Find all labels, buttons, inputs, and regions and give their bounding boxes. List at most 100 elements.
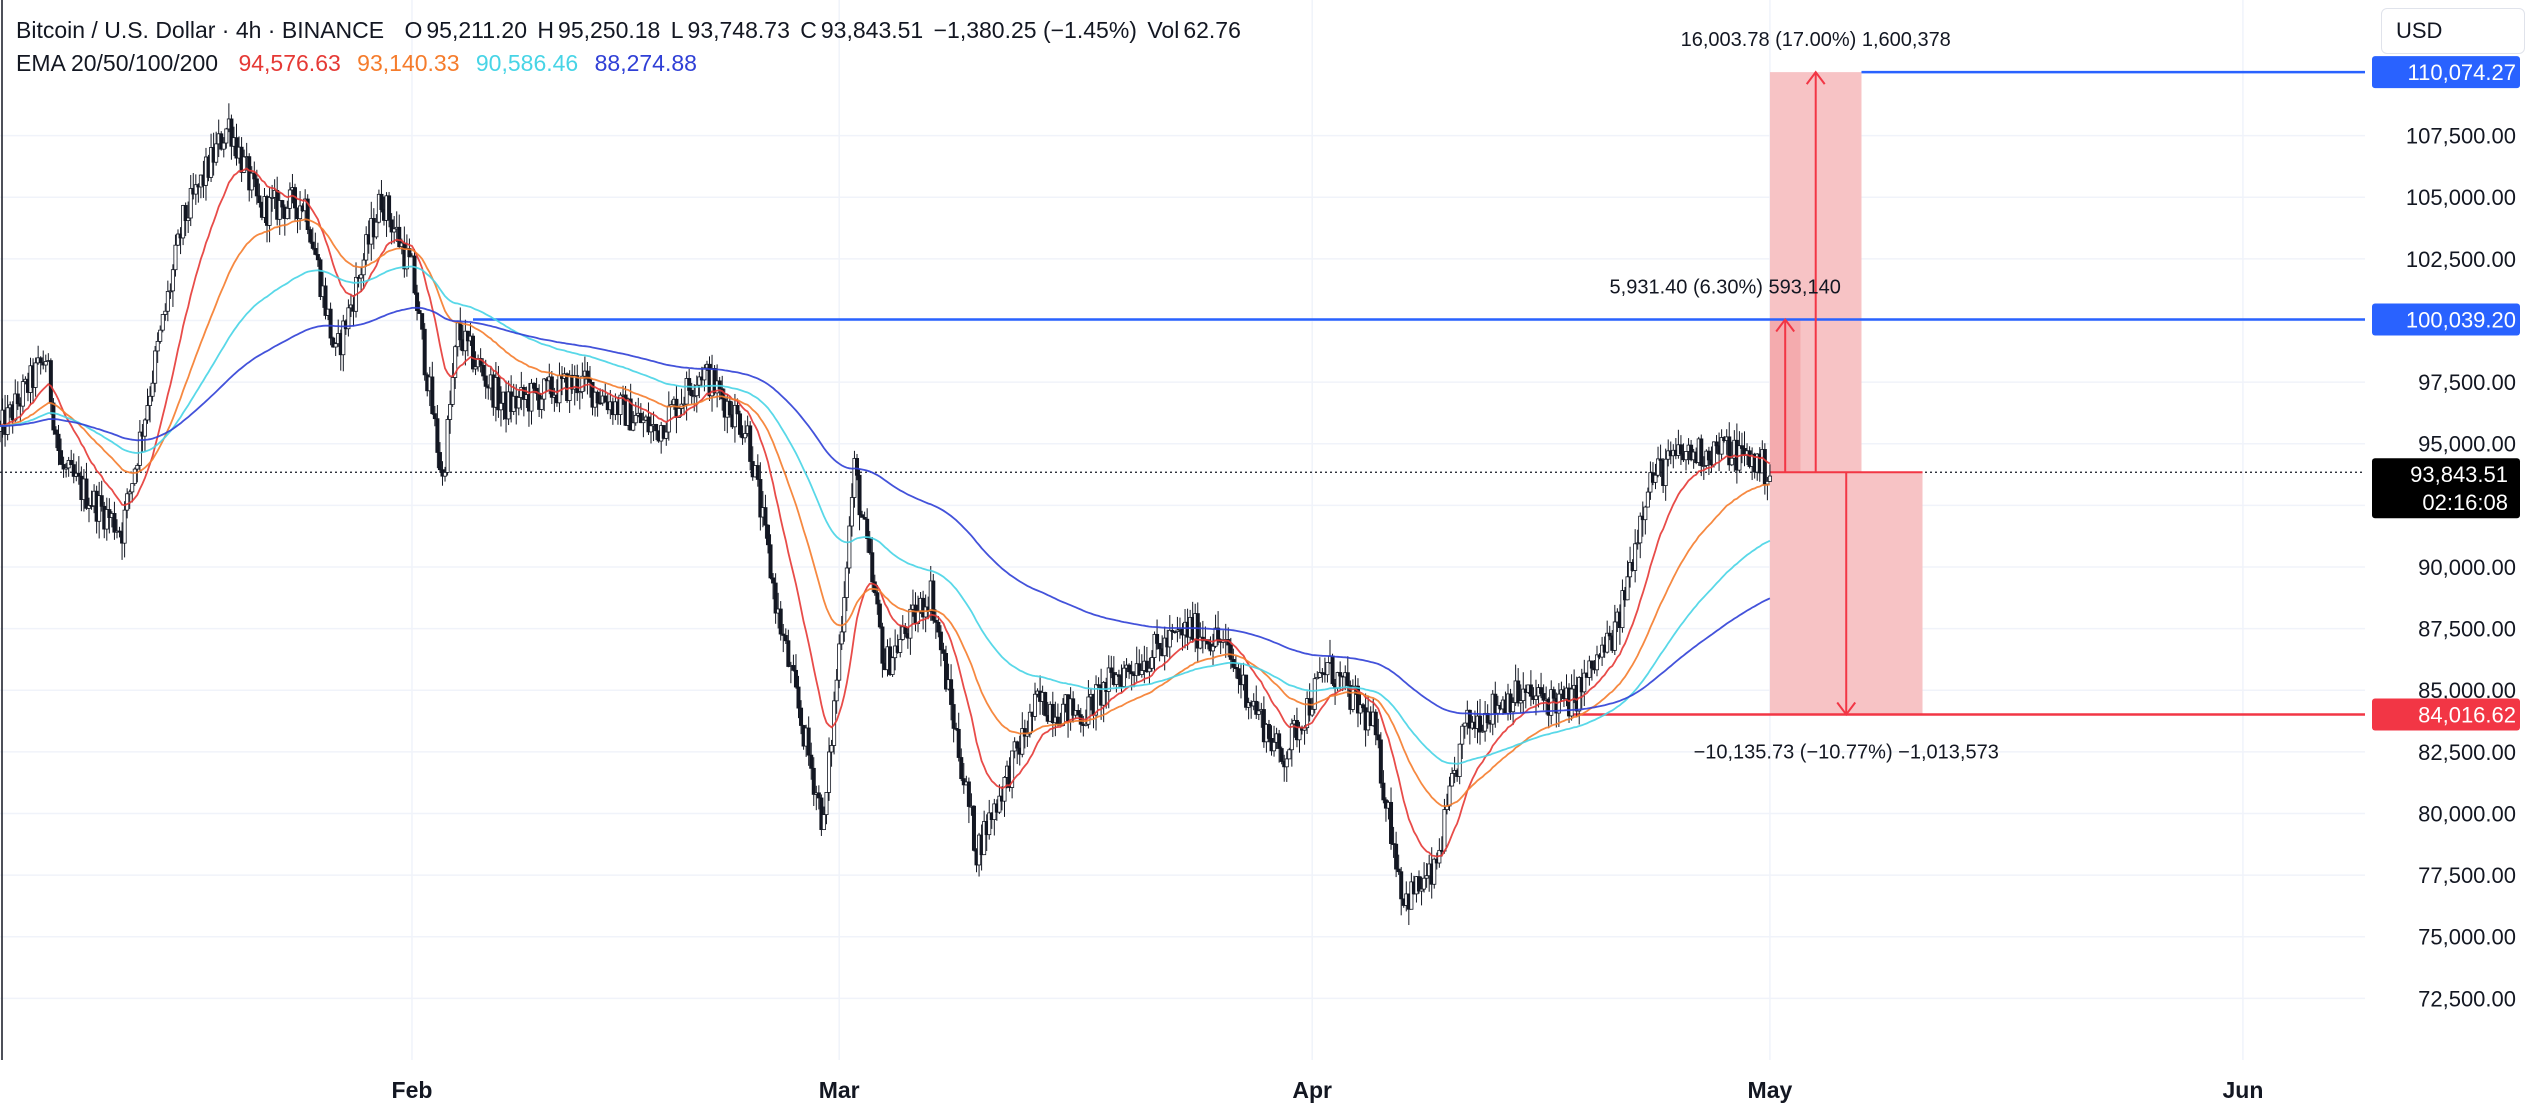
candle-body [1170, 629, 1175, 632]
candle-body [1539, 687, 1544, 694]
candle-body [387, 195, 392, 221]
candle-body [1607, 632, 1612, 637]
candle-body [682, 403, 687, 406]
ema-line [0, 265, 1771, 765]
currency-button[interactable]: USD [2381, 8, 2525, 54]
price-tick-label: 87,500.00 [2418, 617, 2516, 642]
candle-body [1378, 739, 1383, 784]
candle-body [56, 433, 61, 451]
candle-body [933, 619, 938, 623]
price-tick-label: 107,500.00 [2406, 124, 2516, 149]
candle-body [1127, 664, 1132, 673]
candle-body [844, 567, 849, 598]
candle-body [1409, 881, 1414, 910]
candle-body [694, 384, 699, 397]
candle-body [153, 350, 158, 384]
candle-body [595, 391, 600, 404]
candle-body [717, 380, 722, 390]
candle-body [1765, 480, 1770, 485]
measurement-arrows: 16,003.78 (17.00%) 1,600,378 5,931.40 (6.… [1610, 29, 1999, 763]
candle-body [53, 429, 58, 435]
candle-body [529, 382, 534, 412]
candle-body [1284, 758, 1289, 768]
candle-body [328, 308, 333, 339]
candle-body [170, 269, 175, 292]
candle-body [323, 285, 328, 316]
candle-body [1147, 667, 1152, 673]
candle-body [1010, 750, 1015, 788]
candle-body [160, 314, 165, 331]
candle-body [1277, 733, 1282, 749]
candle-body [1172, 631, 1177, 633]
candle-body [1551, 689, 1556, 699]
candle-body [748, 425, 753, 462]
candle-body [941, 649, 946, 654]
candle-body [148, 395, 153, 406]
candle-body [1050, 703, 1055, 724]
candle-body [112, 513, 117, 533]
candle-body [214, 143, 219, 163]
candle-body [420, 313, 425, 330]
candle-body [20, 381, 25, 407]
candle-body [287, 189, 292, 209]
ema-indicator-label[interactable]: EMA 20/50/100/200 [16, 50, 219, 76]
candle-body [450, 377, 455, 405]
candle-body [1152, 633, 1157, 658]
candle-body [145, 405, 150, 421]
candle-body [1345, 672, 1350, 686]
candle-body [48, 360, 53, 404]
candle-body [1139, 670, 1144, 675]
ema-lines [0, 167, 1771, 858]
candle-body [1289, 723, 1294, 751]
candle-body [168, 290, 173, 293]
candle-body [1577, 677, 1582, 712]
close-label: C [800, 17, 817, 43]
candle-body [61, 464, 66, 470]
candle-body [1635, 542, 1640, 545]
candle-body [1480, 730, 1485, 733]
price-axis[interactable]: 72,500.00 75,000.00 77,500.00 80,000.00 82,5… [2372, 56, 2520, 1011]
candle-body [1312, 678, 1317, 710]
candle-body [743, 433, 748, 439]
candle-body [1643, 506, 1648, 521]
candle-body [834, 679, 839, 702]
candle-body [1195, 613, 1200, 649]
candle-body [1244, 674, 1249, 708]
candle-body [1541, 693, 1546, 701]
volume-value: 62.76 [1183, 17, 1241, 43]
candle-body [664, 431, 669, 439]
candle-body [1442, 809, 1447, 852]
candle-body [186, 217, 191, 221]
time-tick-label: Apr [1292, 1077, 1332, 1103]
candle-body [84, 478, 89, 509]
candle-body [1228, 644, 1233, 660]
candle-body [735, 404, 740, 415]
candle-body [1144, 660, 1149, 673]
candle-body [987, 812, 992, 836]
price-tick-label: 80,000.00 [2418, 801, 2516, 826]
candle-body [781, 633, 786, 636]
candle-body [298, 205, 303, 220]
candle-body [221, 142, 226, 150]
candle-body [829, 745, 834, 753]
candle-body [542, 378, 547, 400]
candle-body [1478, 715, 1483, 733]
measure-label: −10,135.73 (−10.77%) −1,013,573 [1694, 741, 1999, 763]
candle-body [1737, 445, 1742, 471]
candle-body [242, 156, 247, 173]
candle-body [1389, 801, 1394, 844]
time-axis[interactable]: Feb Mar Apr May Jun [392, 1077, 2264, 1103]
candle-body [1175, 629, 1180, 632]
candle-body [193, 184, 198, 195]
candle-body [1511, 702, 1516, 713]
candle-body [165, 291, 170, 312]
candle-body [1653, 474, 1658, 483]
symbol-title[interactable]: Bitcoin / U.S. Dollar · 4h · BINANCE [16, 17, 385, 43]
candle-body [819, 797, 824, 830]
candle-body [392, 228, 397, 233]
arrow-head [1836, 701, 1857, 717]
candle-body [1569, 688, 1574, 717]
candle-body [1658, 458, 1663, 461]
